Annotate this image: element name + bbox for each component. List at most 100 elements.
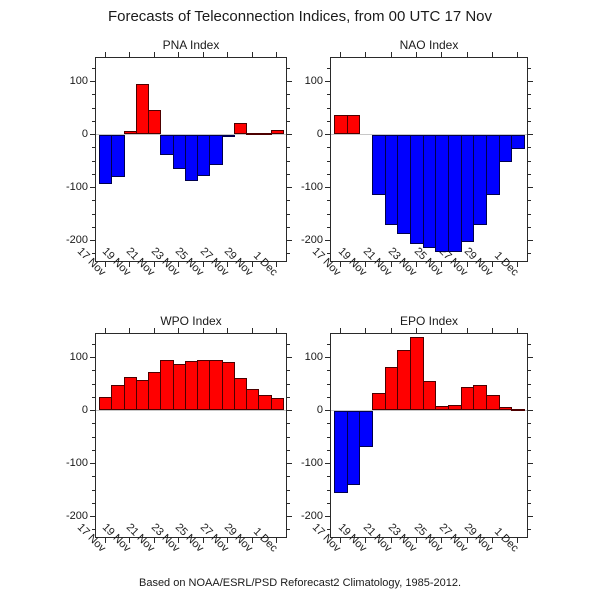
y-minor-tick — [287, 67, 290, 69]
y-minor-tick — [327, 370, 330, 372]
x-major-tick — [390, 262, 392, 267]
bar — [435, 406, 449, 411]
plot-panel — [95, 333, 287, 538]
y-minor-tick — [92, 423, 95, 425]
bar — [511, 134, 525, 150]
y-minor-tick — [92, 489, 95, 491]
y-minor-tick — [287, 200, 290, 202]
x-major-tick — [129, 52, 131, 57]
x-major-tick — [251, 538, 253, 543]
y-minor-tick — [528, 396, 531, 398]
y-major-tick — [287, 240, 292, 241]
x-major-tick — [129, 538, 131, 543]
x-major-tick — [517, 538, 519, 543]
y-minor-tick — [92, 67, 95, 69]
y-minor-tick — [327, 489, 330, 491]
x-major-tick — [129, 328, 131, 333]
x-major-tick — [178, 538, 180, 543]
bar — [258, 394, 272, 411]
y-minor-tick — [528, 253, 531, 255]
x-major-tick — [178, 52, 180, 57]
y-minor-tick — [287, 396, 290, 398]
y-major-tick — [90, 81, 95, 82]
bar — [233, 378, 248, 411]
x-major-tick — [365, 538, 367, 543]
y-minor-tick — [327, 343, 330, 345]
x-major-tick — [129, 262, 131, 267]
bar — [473, 384, 487, 411]
y-major-tick — [528, 357, 533, 358]
y-minor-tick — [528, 67, 531, 69]
x-major-tick — [251, 262, 253, 267]
y-minor-tick — [92, 436, 95, 438]
y-minor-tick — [327, 449, 330, 451]
x-major-tick — [202, 262, 204, 267]
x-major-tick — [276, 52, 278, 57]
bar — [270, 397, 284, 411]
y-minor-tick — [528, 94, 531, 96]
y-minor-tick — [92, 529, 95, 531]
x-major-tick — [517, 52, 519, 57]
bar — [160, 134, 174, 156]
x-major-tick — [365, 262, 367, 267]
x-major-tick — [390, 52, 392, 57]
bar — [209, 134, 223, 166]
subplot-title: WPO Index — [160, 314, 222, 328]
bar — [197, 360, 211, 411]
bar — [148, 109, 162, 135]
y-minor-tick — [528, 343, 531, 345]
y-minor-tick — [327, 160, 330, 162]
y-minor-tick — [92, 370, 95, 372]
y-major-tick — [287, 516, 292, 517]
bar — [99, 134, 113, 185]
y-minor-tick — [327, 200, 330, 202]
y-tick-label: -100 — [300, 180, 323, 193]
x-major-tick — [441, 538, 443, 543]
x-major-tick — [227, 52, 229, 57]
y-major-tick — [528, 516, 533, 517]
y-minor-tick — [287, 107, 290, 109]
y-minor-tick — [92, 502, 95, 504]
y-minor-tick — [528, 160, 531, 162]
x-major-tick — [491, 538, 493, 543]
bar — [233, 123, 248, 135]
y-tick-label: -100 — [65, 180, 88, 193]
x-major-tick — [339, 52, 341, 57]
y-minor-tick — [528, 476, 531, 478]
bar — [511, 408, 525, 411]
y-minor-tick — [327, 67, 330, 69]
x-major-tick — [227, 538, 229, 543]
y-minor-tick — [327, 436, 330, 438]
bar — [397, 134, 411, 234]
y-minor-tick — [528, 370, 531, 372]
y-minor-tick — [528, 436, 531, 438]
y-tick-label: -200 — [300, 509, 323, 522]
y-minor-tick — [92, 160, 95, 162]
y-minor-tick — [287, 253, 290, 255]
y-minor-tick — [287, 147, 290, 149]
y-major-tick — [528, 81, 533, 82]
y-minor-tick — [92, 396, 95, 398]
x-major-tick — [202, 52, 204, 57]
bar — [359, 410, 373, 448]
bar — [460, 386, 475, 411]
y-major-tick — [325, 81, 330, 82]
y-minor-tick — [287, 120, 290, 122]
bar — [172, 363, 186, 411]
x-major-tick — [202, 328, 204, 333]
y-minor-tick — [287, 226, 290, 228]
x-major-tick — [517, 328, 519, 333]
x-major-tick — [441, 262, 443, 267]
y-minor-tick — [528, 383, 531, 385]
bar — [498, 134, 513, 163]
y-minor-tick — [287, 476, 290, 478]
y-major-tick — [287, 81, 292, 82]
x-major-tick — [276, 538, 278, 543]
bar — [148, 372, 162, 411]
x-major-tick — [276, 328, 278, 333]
y-minor-tick — [327, 147, 330, 149]
bar — [111, 134, 125, 177]
bar — [197, 134, 211, 176]
y-minor-tick — [528, 120, 531, 122]
y-minor-tick — [287, 502, 290, 504]
